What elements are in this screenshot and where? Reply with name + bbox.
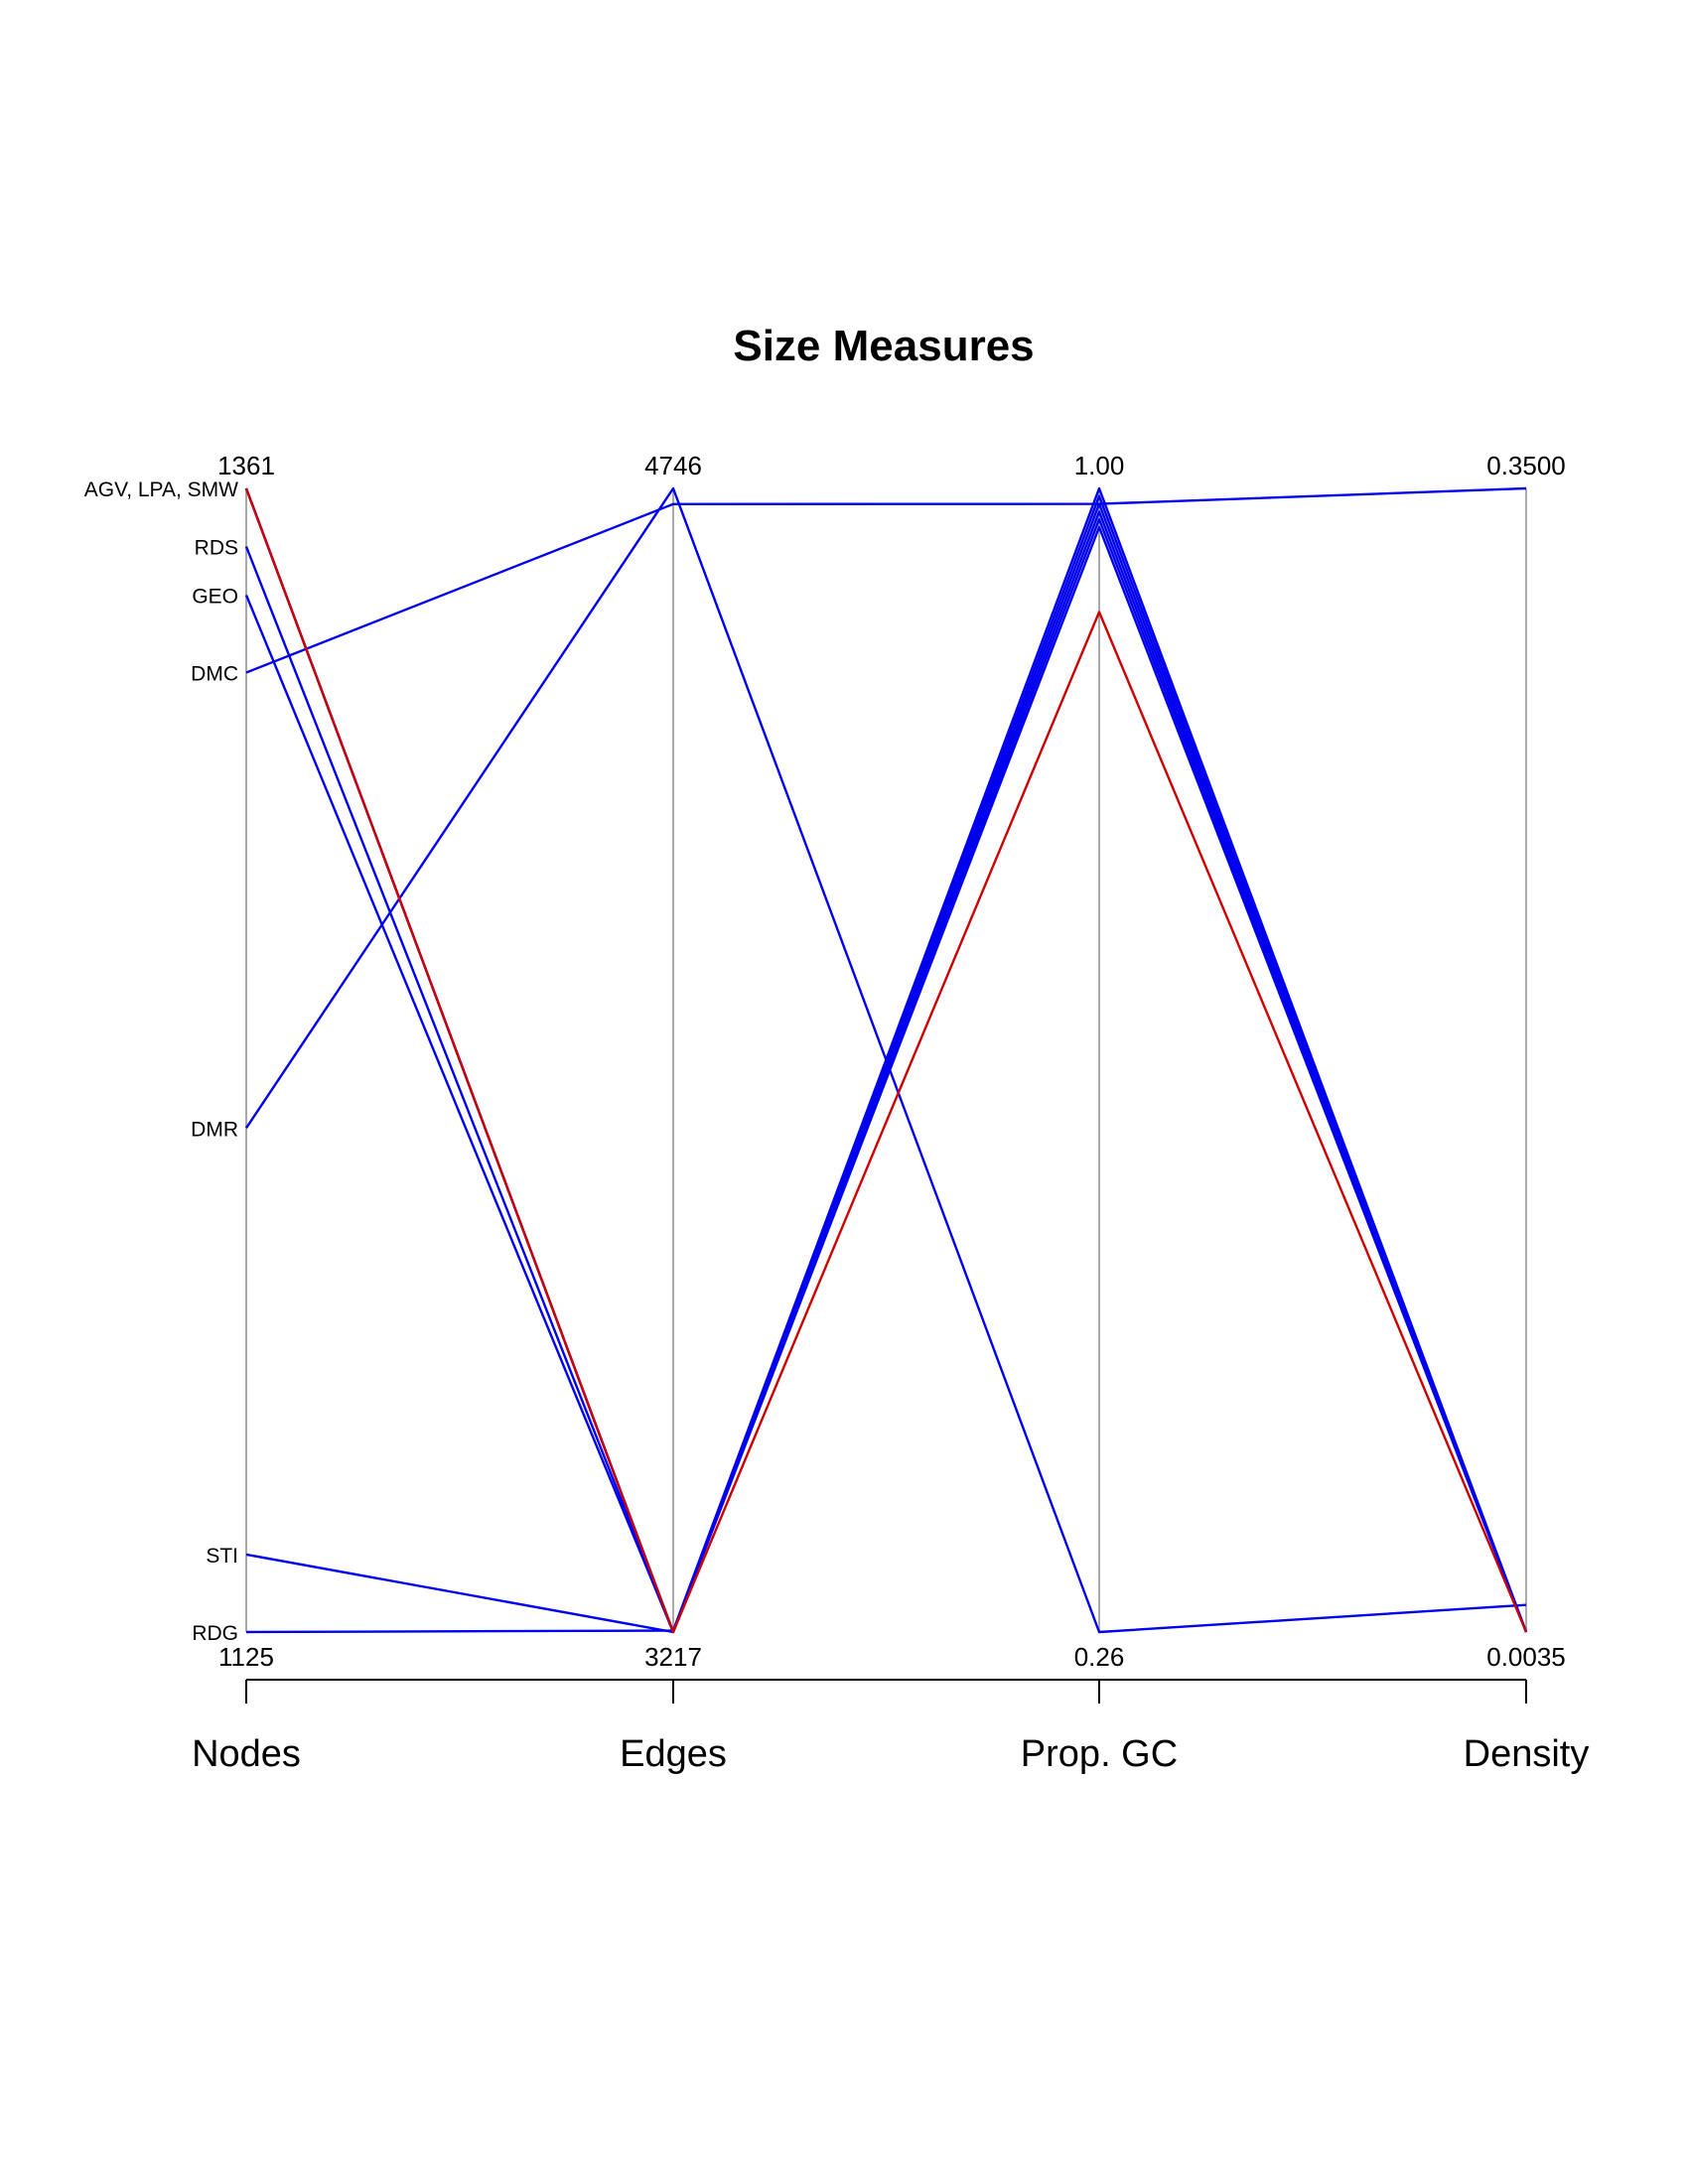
node-label-rds: RDS <box>195 537 238 560</box>
node-label-geo: GEO <box>192 585 238 608</box>
axes-layer: 1361 1125 4746 3217 1.00 0.26 0.3500 0.0035 <box>217 451 1566 1672</box>
axis-name-edges: Edges <box>620 1733 727 1775</box>
axis-max-label-density: 0.3500 <box>1486 451 1566 480</box>
axis-min-label-density: 0.0035 <box>1486 1642 1566 1672</box>
series-line-5 <box>244 525 1528 1634</box>
axis-min-label-prop-gc: 0.26 <box>1074 1642 1125 1672</box>
node-label-sti: STI <box>206 1545 238 1568</box>
series-lines <box>244 486 1528 1634</box>
axis-name-nodes: Nodes <box>192 1733 301 1775</box>
node-label-rdg: RDG <box>192 1622 238 1645</box>
chart-title: Size Measures <box>733 322 1034 370</box>
series-line-9 <box>245 486 1528 1634</box>
series-line-6 <box>245 486 1527 674</box>
axis-name-prop-gc: Prop. GC <box>1021 1733 1178 1775</box>
axis-max-label-prop-gc: 1.00 <box>1074 451 1125 480</box>
series-line-1 <box>244 487 1528 1634</box>
axis-min-label-nodes: 1125 <box>218 1642 274 1672</box>
axis-name-density: Density <box>1464 1733 1590 1775</box>
axis-max-label-edges: 4746 <box>644 451 702 480</box>
node-label-dmc: DMC <box>191 663 238 686</box>
node-label-agv-lpa-smw: AGV, LPA, SMW <box>84 478 238 501</box>
axis-min-label-edges: 3217 <box>644 1642 702 1672</box>
series-line-8 <box>245 494 1528 1634</box>
axis-max-label-nodes: 1361 <box>217 451 275 480</box>
bottom-axis: Nodes Edges Prop. GC Density <box>192 1679 1590 1775</box>
node-label-dmr: DMR <box>191 1118 238 1141</box>
series-line-4 <box>244 517 1528 1634</box>
node-labels: AGV, LPA, SMW RDS GEO DMC DMR STI RDG <box>84 478 238 1645</box>
